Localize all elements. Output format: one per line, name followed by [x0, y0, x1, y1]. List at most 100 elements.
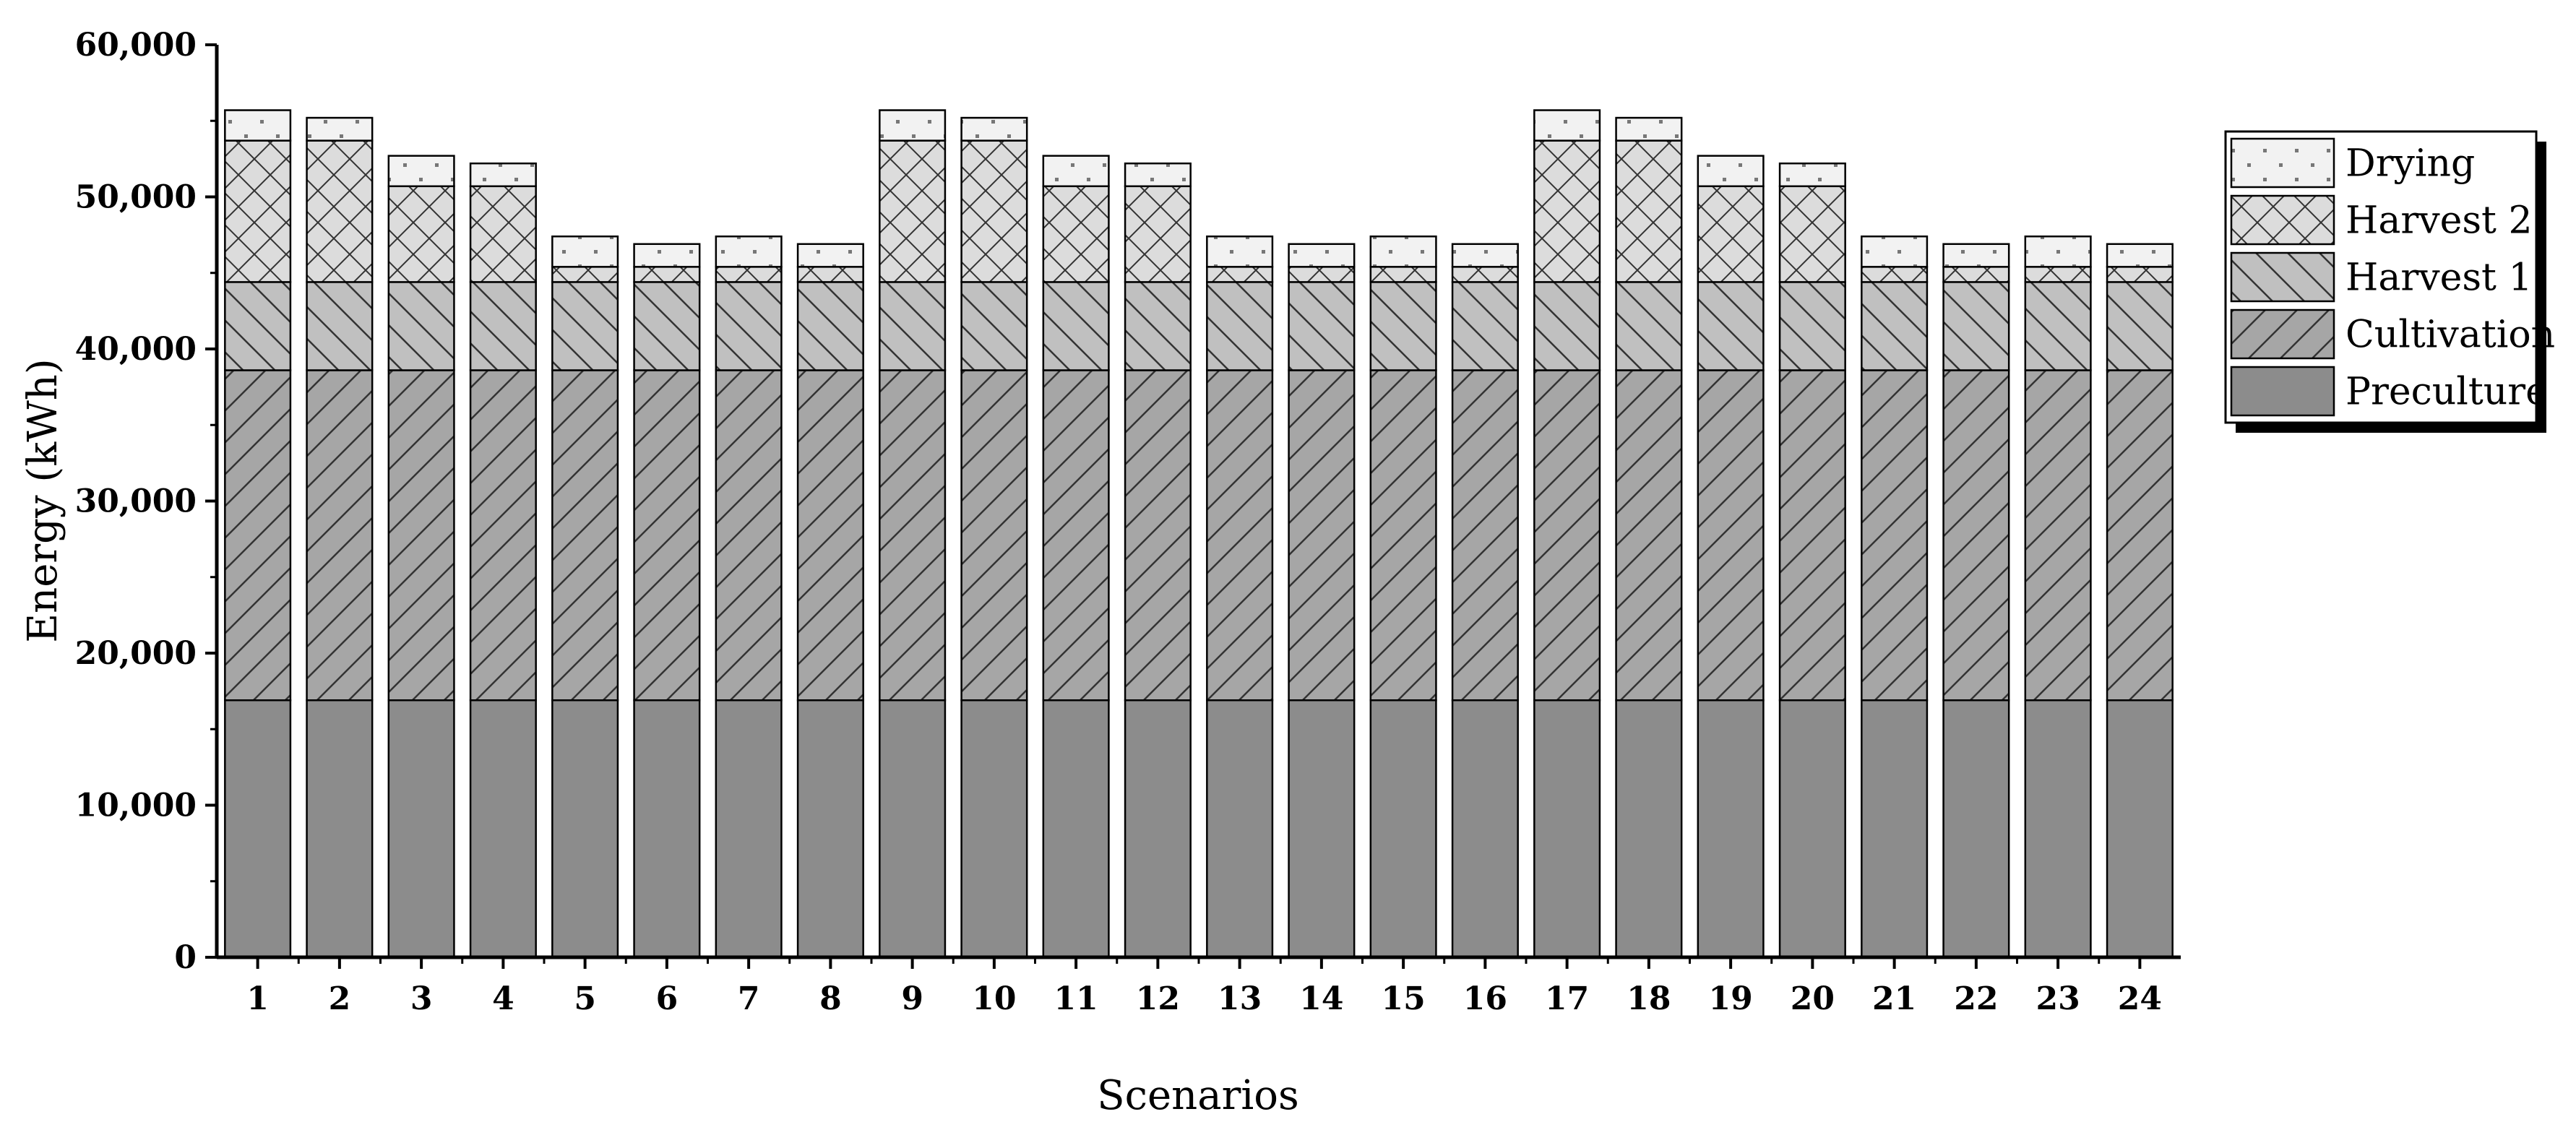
bar-segment: [469, 185, 537, 283]
x-tick-label: 6: [656, 980, 679, 1017]
bar-segment: [306, 369, 374, 702]
bar-segment: [715, 699, 783, 959]
bar-segment: [1615, 116, 1683, 142]
bar-segment: [879, 369, 947, 702]
bar-segment: [1778, 699, 1846, 959]
bar-segment: [1124, 162, 1192, 188]
x-tick-label: 7: [738, 980, 760, 1017]
bar-segment: [796, 243, 864, 268]
bar-segment: [1206, 699, 1274, 959]
bar-segment: [633, 243, 701, 268]
bar-segment: [2106, 281, 2174, 371]
bar-segment: [224, 369, 292, 702]
bar-segment: [2106, 369, 2174, 702]
bar-segment: [1206, 235, 1274, 268]
bar-segment: [1942, 266, 2010, 283]
bar-segment: [2024, 266, 2092, 283]
bar-segment: [469, 162, 537, 188]
bar-segment: [633, 266, 701, 283]
bar-segment: [960, 369, 1028, 702]
x-tick-label: 14: [1299, 980, 1343, 1017]
bar-segment: [1206, 266, 1274, 283]
x-tick-label: 16: [1463, 980, 1507, 1017]
bar-segment: [1615, 699, 1683, 959]
bar-segment: [1288, 281, 1356, 371]
bar-segment: [306, 281, 374, 371]
bar-segment: [960, 281, 1028, 371]
y-axis-title: Energy (kWh): [20, 358, 66, 642]
x-tick-label: 21: [1872, 980, 1916, 1017]
x-tick-label: 10: [972, 980, 1016, 1017]
y-tick-label: 40,000: [75, 331, 197, 368]
bar-segment: [387, 699, 455, 959]
bar-segment: [1451, 369, 1519, 702]
bar-segment: [224, 139, 292, 283]
legend-swatch: [2230, 366, 2335, 417]
bar-segment: [469, 699, 537, 959]
bar-segment: [1778, 162, 1846, 188]
bar-segment: [1861, 266, 1929, 283]
y-tick-label: 60,000: [75, 27, 197, 64]
bar-segment: [1288, 266, 1356, 283]
bar-segment: [1369, 699, 1437, 959]
bar-segment: [224, 699, 292, 959]
bar-segment: [1697, 185, 1765, 283]
bar-segment: [2106, 699, 2174, 959]
bar-segment: [960, 699, 1028, 959]
bar-segment: [551, 235, 619, 268]
bar-segment: [1942, 281, 2010, 371]
bar-segment: [1697, 699, 1765, 959]
legend-swatch: [2230, 194, 2335, 246]
x-tick-label: 13: [1218, 980, 1262, 1017]
bar-segment: [1124, 281, 1192, 371]
bar-segment: [1451, 281, 1519, 371]
bar-segment: [2106, 266, 2174, 283]
bar-segment: [1206, 281, 1274, 371]
bar-segment: [1288, 243, 1356, 268]
x-tick-label: 4: [492, 980, 514, 1017]
bar-segment: [551, 699, 619, 959]
bar-segment: [1533, 281, 1601, 371]
legend-swatch: [2230, 251, 2335, 303]
bar-segment: [715, 281, 783, 371]
legend-swatch: [2230, 308, 2335, 360]
y-tick-label: 0: [174, 939, 197, 976]
bar-segment: [387, 369, 455, 702]
bar-segment: [1369, 235, 1437, 268]
bar-segment: [551, 281, 619, 371]
bar-segment: [1778, 369, 1846, 702]
bar-segment: [1697, 281, 1765, 371]
y-tick-label: 30,000: [75, 483, 197, 520]
x-tick-label: 2: [329, 980, 351, 1017]
x-tick-label: 17: [1545, 980, 1589, 1017]
bar-segment: [879, 139, 947, 283]
bar-segment: [1369, 369, 1437, 702]
x-ticks-group: 1 2 3 4 5 6 7 8 9 10 11 12 13 14 15 16 17 18 19 20 21 22 23 24: [246, 957, 2162, 1017]
bar-segment: [879, 109, 947, 142]
bar-segment: [715, 235, 783, 268]
x-tick-label: 15: [1382, 980, 1426, 1017]
x-tick-label: 9: [901, 980, 923, 1017]
bar-segment: [1615, 369, 1683, 702]
bar-segment: [1861, 235, 1929, 268]
bar-segment: [879, 699, 947, 959]
bar-segment: [469, 281, 537, 371]
bar-segment: [2024, 281, 2092, 371]
bar-segment: [551, 266, 619, 283]
bar-segment: [1615, 281, 1683, 371]
bar-segment: [960, 116, 1028, 142]
y-ticks-group: 0 10,000 20,000 30,000 40,000 50,000 60,000: [75, 27, 217, 976]
bar-segment: [1369, 266, 1437, 283]
legend-label: Drying: [2345, 142, 2475, 186]
x-tick-label: 3: [410, 980, 433, 1017]
bars-group: [224, 109, 2174, 959]
x-tick-label: 19: [1709, 980, 1753, 1017]
bar-segment: [1451, 243, 1519, 268]
bar-segment: [715, 266, 783, 283]
bar-segment: [1615, 139, 1683, 283]
bar-segment: [1042, 281, 1110, 371]
legend-label: Harvest 1: [2345, 256, 2533, 300]
bar-segment: [1533, 699, 1601, 959]
bar-segment: [1451, 699, 1519, 959]
